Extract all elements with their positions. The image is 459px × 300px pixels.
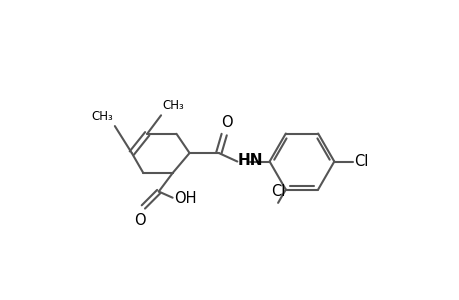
Text: O: O	[220, 115, 232, 130]
Text: CH₃: CH₃	[162, 99, 184, 112]
Text: Cl: Cl	[353, 154, 368, 169]
Text: Cl: Cl	[270, 184, 285, 199]
Text: OH: OH	[174, 191, 196, 206]
Text: CH₃: CH₃	[91, 110, 113, 123]
Text: HN: HN	[238, 153, 263, 168]
Text: O: O	[134, 213, 146, 228]
